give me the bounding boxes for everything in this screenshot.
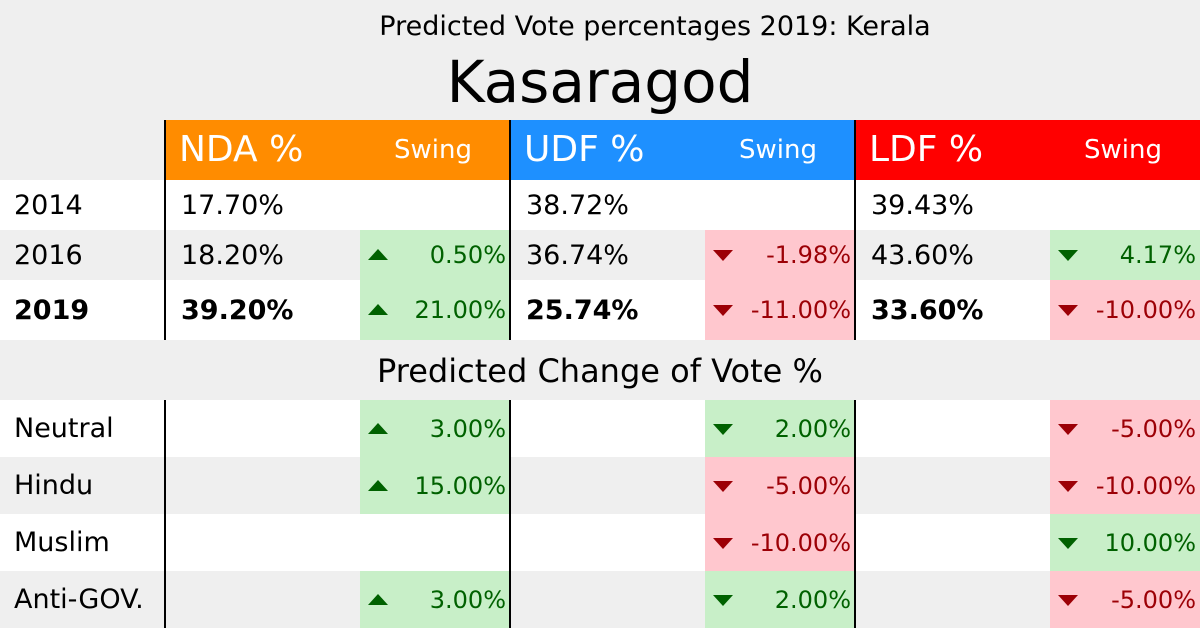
swing-value: -10.00% bbox=[1096, 296, 1196, 324]
arrow-down-icon bbox=[713, 305, 733, 316]
header-udf-swing: Swing bbox=[739, 120, 817, 180]
swing-value: -11.00% bbox=[751, 296, 851, 324]
nda-value: 18.20% bbox=[165, 230, 360, 280]
arrow-down-icon bbox=[1058, 424, 1078, 435]
arrow-down-icon bbox=[713, 538, 733, 549]
group-label: Anti-GOV. bbox=[14, 571, 144, 628]
arrow-up-icon bbox=[368, 423, 388, 434]
udf-value: 25.74% bbox=[510, 280, 705, 340]
table-row: Hindu 15.00% -5.00% -10.00% bbox=[0, 457, 1200, 514]
header-nda-swing: Swing bbox=[394, 120, 472, 180]
divider-line bbox=[854, 400, 856, 628]
table-row: Neutral 3.00% 2.00% -5.00% bbox=[0, 400, 1200, 457]
arrow-up-icon bbox=[368, 249, 388, 260]
table-row: 2019 39.20% 21.00% 25.74% -11.00% 33.60% -10.0… bbox=[0, 280, 1200, 340]
divider-line bbox=[164, 120, 166, 340]
swing-cell: 2.00% bbox=[705, 571, 855, 628]
swing-cell: -5.00% bbox=[1050, 400, 1200, 457]
swing-value: 4.17% bbox=[1120, 241, 1196, 269]
swing-value: 3.00% bbox=[430, 586, 506, 614]
group-label: Neutral bbox=[14, 400, 114, 457]
swing-cell bbox=[1050, 180, 1200, 230]
arrow-down-icon bbox=[713, 481, 733, 492]
swing-value: -10.00% bbox=[751, 529, 851, 557]
swing-cell: -1.98% bbox=[705, 230, 855, 280]
header-udf-label: UDF % bbox=[524, 120, 644, 180]
arrow-down-icon bbox=[1058, 250, 1078, 261]
swing-value: 2.00% bbox=[775, 415, 851, 443]
section-title: Predicted Change of Vote % bbox=[0, 342, 1200, 400]
swing-value: 0.50% bbox=[430, 241, 506, 269]
group-label: Hindu bbox=[14, 457, 93, 514]
swing-cell bbox=[360, 180, 510, 230]
chart-subtitle: Predicted Vote percentages 2019: Kerala bbox=[0, 8, 1200, 46]
swing-cell: 21.00% bbox=[360, 280, 510, 340]
swing-cell: -11.00% bbox=[705, 280, 855, 340]
swing-value: 10.00% bbox=[1104, 529, 1196, 557]
swing-value: -5.00% bbox=[766, 472, 851, 500]
divider-line bbox=[509, 400, 511, 628]
swing-cell: -10.00% bbox=[705, 514, 855, 571]
ldf-value: 33.60% bbox=[855, 280, 1050, 340]
swing-cell: 10.00% bbox=[1050, 514, 1200, 571]
udf-value: 38.72% bbox=[510, 180, 705, 230]
year-label: 2014 bbox=[14, 180, 83, 230]
group-label: Muslim bbox=[14, 514, 110, 571]
swing-cell: -10.00% bbox=[1050, 280, 1200, 340]
swing-cell: 4.17% bbox=[1050, 230, 1200, 280]
ldf-value: 39.43% bbox=[855, 180, 1050, 230]
arrow-down-icon bbox=[713, 424, 733, 435]
header-ldf: LDF % Swing bbox=[855, 120, 1200, 180]
header-ldf-swing: Swing bbox=[1084, 120, 1162, 180]
udf-value: 36.74% bbox=[510, 230, 705, 280]
swing-value: 2.00% bbox=[775, 586, 851, 614]
header-ldf-label: LDF % bbox=[869, 120, 983, 180]
swing-cell: 2.00% bbox=[705, 400, 855, 457]
year-label: 2019 bbox=[14, 280, 89, 340]
nda-value: 39.20% bbox=[165, 280, 360, 340]
arrow-up-icon bbox=[368, 594, 388, 605]
swing-cell: -5.00% bbox=[1050, 571, 1200, 628]
swing-cell: 15.00% bbox=[360, 457, 510, 514]
header-nda: NDA % Swing bbox=[165, 120, 510, 180]
swing-value: 3.00% bbox=[430, 415, 506, 443]
swing-value: 21.00% bbox=[414, 296, 506, 324]
year-label: 2016 bbox=[14, 230, 83, 280]
header-udf: UDF % Swing bbox=[510, 120, 855, 180]
swing-cell: 3.00% bbox=[360, 400, 510, 457]
arrow-down-icon bbox=[713, 595, 733, 606]
chart-title: Kasaragod bbox=[0, 44, 1200, 120]
swing-value: -1.98% bbox=[766, 241, 851, 269]
swing-cell bbox=[705, 180, 855, 230]
swing-value: -5.00% bbox=[1111, 586, 1196, 614]
divider-line bbox=[854, 120, 856, 340]
header-nda-label: NDA % bbox=[179, 120, 303, 180]
swing-value: -5.00% bbox=[1111, 415, 1196, 443]
arrow-down-icon bbox=[1058, 305, 1078, 316]
arrow-up-icon bbox=[368, 480, 388, 491]
arrow-up-icon bbox=[368, 304, 388, 315]
swing-cell: 3.00% bbox=[360, 571, 510, 628]
swing-value: 15.00% bbox=[414, 472, 506, 500]
swing-value: -10.00% bbox=[1096, 472, 1196, 500]
arrow-down-icon bbox=[1058, 595, 1078, 606]
table-row: Anti-GOV. 3.00% 2.00% -5.00% bbox=[0, 571, 1200, 628]
swing-cell: -5.00% bbox=[705, 457, 855, 514]
swing-cell bbox=[360, 514, 510, 571]
ldf-value: 43.60% bbox=[855, 230, 1050, 280]
nda-value: 17.70% bbox=[165, 180, 360, 230]
divider-line bbox=[509, 120, 511, 340]
divider-line bbox=[164, 400, 166, 628]
table-row: 2016 18.20% 0.50% 36.74% -1.98% 43.60% 4.17% bbox=[0, 230, 1200, 280]
arrow-down-icon bbox=[1058, 481, 1078, 492]
swing-cell: 0.50% bbox=[360, 230, 510, 280]
table-row: 2014 17.70% 38.72% 39.43% bbox=[0, 180, 1200, 230]
arrow-down-icon bbox=[713, 250, 733, 261]
table-row: Muslim -10.00% 10.00% bbox=[0, 514, 1200, 571]
swing-cell: -10.00% bbox=[1050, 457, 1200, 514]
arrow-down-icon bbox=[1058, 538, 1078, 549]
